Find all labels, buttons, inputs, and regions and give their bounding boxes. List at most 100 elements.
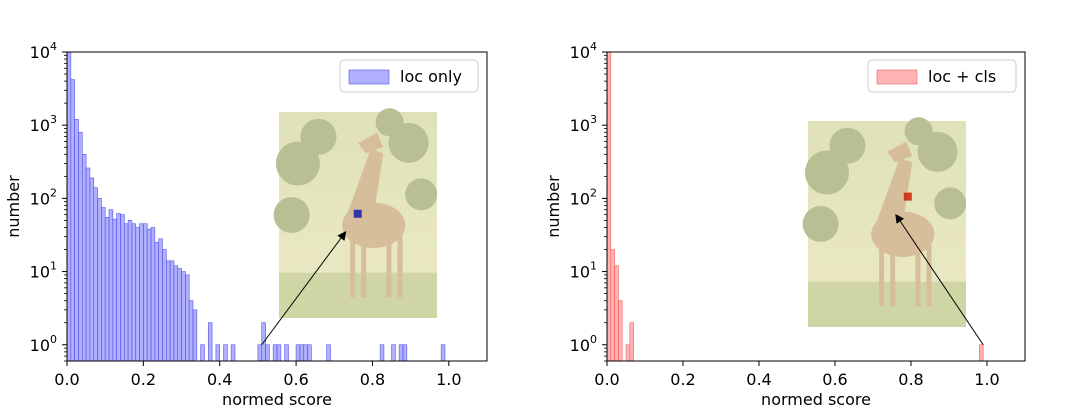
x-tick-label: 0.2	[670, 370, 695, 389]
giraffe-head	[887, 141, 913, 163]
y-tick-label: 104	[570, 40, 597, 62]
y-tick-label: 102	[570, 186, 597, 208]
x-tick-label: 1.0	[436, 370, 461, 389]
bar	[276, 344, 282, 362]
foliage	[405, 178, 438, 211]
bar	[93, 187, 98, 362]
x-tick-label: 1.0	[974, 370, 999, 389]
legend: loc + cls	[867, 59, 1017, 93]
plot-frame	[606, 51, 1026, 362]
bar	[188, 300, 194, 362]
giraffe-leg	[397, 235, 403, 298]
bar	[185, 274, 190, 362]
foliage	[275, 141, 320, 186]
x-tick-label: 0.6	[822, 370, 847, 389]
bar	[295, 344, 301, 362]
bar	[402, 344, 408, 362]
giraffe-neck	[874, 158, 913, 229]
bar	[97, 198, 102, 362]
x-tick-label: 0.4	[746, 370, 771, 389]
foliage	[802, 206, 839, 242]
y-tick-label: 100	[570, 333, 597, 355]
bar	[625, 344, 631, 362]
y-tick-label: 100	[30, 333, 57, 355]
x-tick-label: 0.6	[283, 370, 308, 389]
legend-label: loc only	[400, 67, 462, 86]
annotation-arrow	[895, 213, 984, 346]
bar	[230, 344, 236, 362]
bar	[181, 271, 186, 362]
foliage	[375, 108, 404, 137]
bar	[223, 344, 228, 362]
foliage	[904, 117, 933, 146]
bar	[139, 223, 144, 362]
bar	[101, 207, 106, 362]
bar	[89, 177, 95, 362]
x-tick-label: 0.4	[207, 370, 232, 389]
bar	[610, 249, 615, 362]
legend-swatch	[876, 69, 918, 85]
giraffe-leg	[915, 244, 921, 307]
foliage	[934, 187, 967, 220]
bar	[74, 119, 79, 362]
y-axis-label: number	[544, 175, 563, 238]
giraffe-leg	[386, 235, 392, 298]
bar	[379, 344, 385, 362]
ground	[808, 281, 966, 327]
bar	[120, 214, 125, 362]
legend: loc only	[339, 59, 479, 93]
x-tick-label: 0.0	[54, 370, 79, 389]
bar	[284, 344, 289, 362]
ground	[279, 272, 437, 318]
giraffe-head	[358, 132, 384, 154]
giraffe-leg	[926, 244, 932, 307]
foliage	[300, 118, 337, 155]
y-axis-label: number	[4, 175, 23, 238]
bar	[104, 217, 110, 362]
x-axis-label: normed score	[761, 390, 871, 406]
bar	[303, 344, 308, 362]
x-axis-label: normed score	[222, 390, 332, 406]
y-tick-label: 104	[30, 40, 57, 62]
bar	[143, 223, 148, 362]
legend-swatch	[348, 69, 390, 85]
bar	[173, 265, 179, 362]
bar	[629, 322, 634, 362]
giraffe-leg	[890, 244, 896, 307]
bar	[78, 131, 83, 362]
foliage	[829, 127, 866, 164]
x-tick-label: 0.8	[898, 370, 923, 389]
y-tick-label: 103	[570, 113, 597, 135]
histogram-bars	[66, 51, 446, 362]
inset-marker	[903, 192, 912, 201]
bar	[150, 227, 156, 362]
y-tick-label: 102	[30, 186, 57, 208]
y-tick-label: 103	[30, 113, 57, 135]
y-tick-label: 101	[30, 260, 57, 282]
x-tick-label: 0.2	[131, 370, 156, 389]
foliage	[273, 197, 310, 233]
y-tick-label: 101	[570, 260, 597, 282]
giraffe-inset-image	[802, 117, 967, 327]
foliage	[804, 150, 849, 195]
bar	[154, 242, 159, 362]
chart-panel-1: 0.0 0.2 0.4 0.6 0.8 1.0 100 101 102 103 104 normed …	[4, 40, 488, 406]
giraffe-leg	[879, 244, 885, 307]
bar	[177, 268, 182, 362]
annotation-arrow	[261, 231, 347, 346]
bar	[398, 344, 404, 362]
bar	[200, 344, 205, 362]
bar	[108, 209, 114, 362]
bar	[70, 79, 75, 362]
bar	[127, 220, 133, 362]
bar	[326, 344, 331, 362]
bar	[165, 260, 171, 362]
bar	[85, 167, 91, 362]
bar	[979, 344, 984, 362]
bar	[112, 218, 117, 362]
bar	[66, 51, 72, 362]
bar	[169, 260, 175, 362]
plot-frame	[66, 51, 488, 362]
bar	[299, 344, 305, 362]
